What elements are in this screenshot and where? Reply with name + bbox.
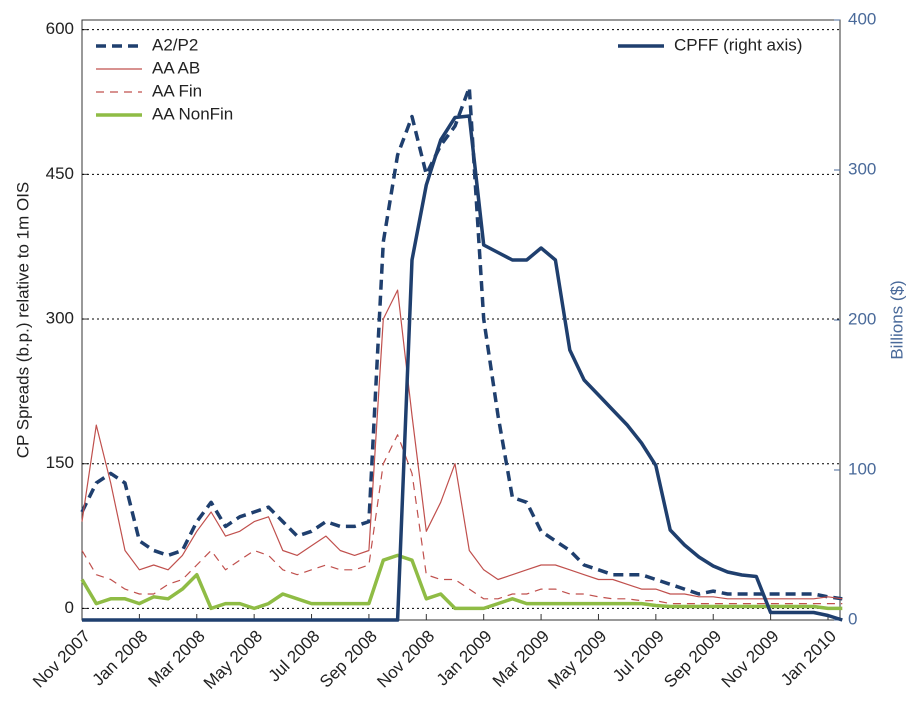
legend-label: CPFF (right axis) [674, 35, 802, 54]
x-tick-label: Jan 2008 [88, 627, 151, 690]
x-tick-label: Mar 2008 [145, 627, 209, 691]
x-tick-label: Mar 2009 [489, 627, 553, 691]
y2-tick-label: 400 [848, 9, 876, 28]
x-tick-label: Nov 2008 [373, 627, 438, 692]
y2-tick-label: 0 [848, 609, 857, 628]
series-line [81, 289, 843, 600]
x-tick-label: Jan 2009 [433, 627, 496, 690]
x-tick-label: Sep 2008 [316, 627, 381, 692]
legend-label: A2/P2 [152, 35, 198, 54]
y-tick-label: 600 [46, 19, 74, 38]
x-tick-label: May 2008 [200, 627, 266, 693]
x-tick-label: Jul 2009 [609, 627, 668, 686]
y-tick-label: 150 [46, 453, 74, 472]
y-tick-label: 300 [46, 309, 74, 328]
series-line [81, 434, 843, 605]
y2-tick-label: 300 [848, 159, 876, 178]
series-line [80, 85, 843, 601]
series-line [82, 114, 843, 622]
x-tick-label: Sep 2009 [660, 627, 725, 692]
legend-label: AA AB [152, 58, 200, 77]
x-tick-label: Nov 2007 [29, 627, 94, 692]
y2-axis-label: Billions ($) [887, 280, 906, 359]
y2-tick-label: 100 [848, 459, 876, 478]
series-line [80, 553, 843, 611]
x-tick-label: May 2009 [544, 627, 610, 693]
y-tick-label: 450 [46, 164, 74, 183]
legend-label: AA NonFin [152, 104, 233, 123]
y-axis-label: CP Spreads (b.p.) relative to 1m OIS [13, 182, 32, 459]
y2-tick-label: 200 [848, 309, 876, 328]
x-tick-label: Jan 2010 [777, 627, 840, 690]
x-tick-label: Jul 2008 [265, 627, 324, 686]
y-tick-label: 0 [65, 598, 74, 617]
x-tick-label: Nov 2009 [718, 627, 783, 692]
legend-label: AA Fin [152, 81, 202, 100]
